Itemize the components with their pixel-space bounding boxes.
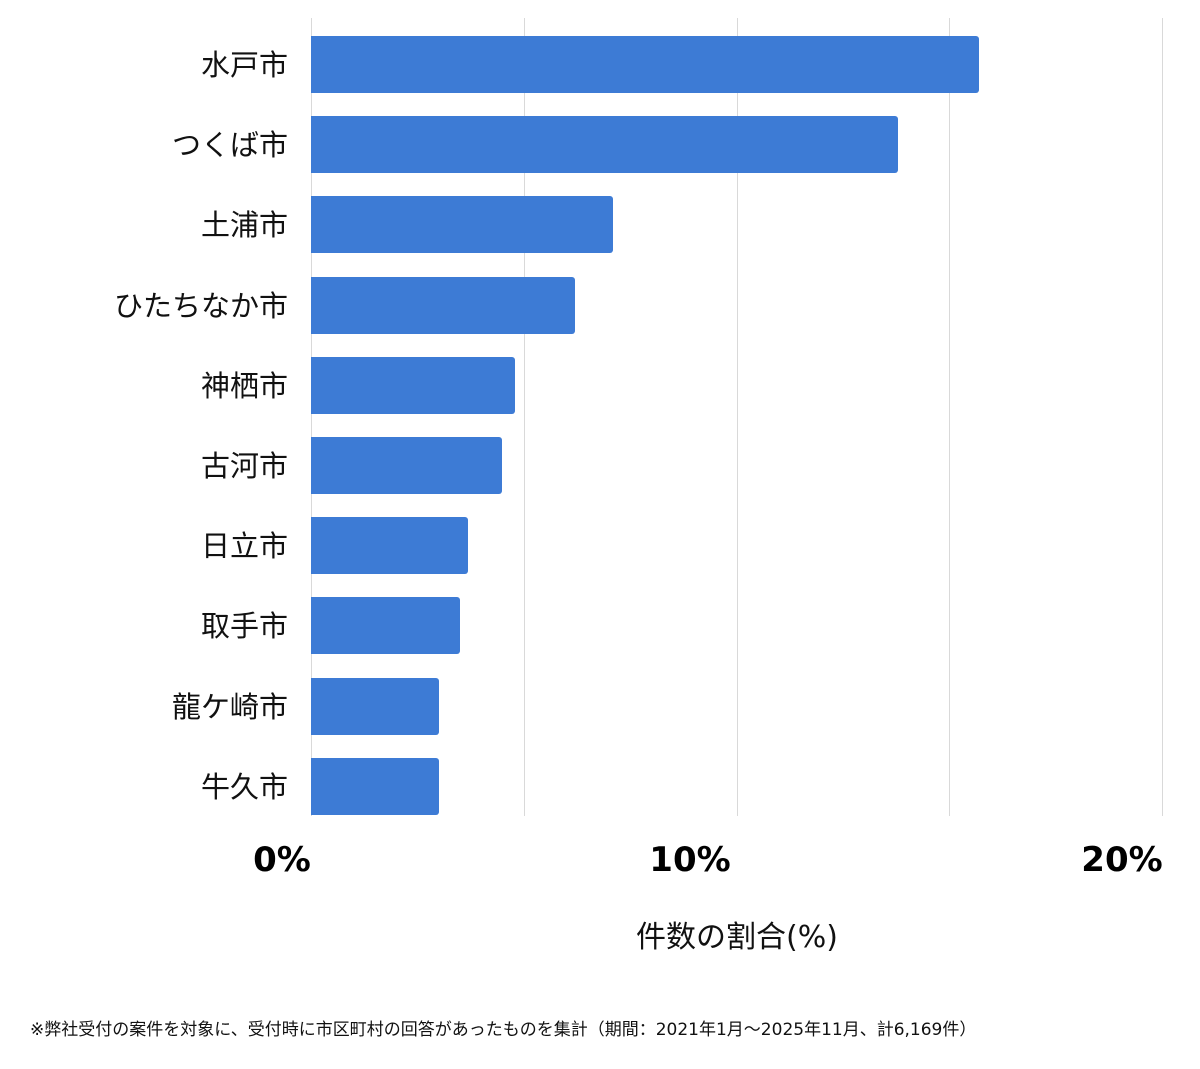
bar — [311, 276, 575, 334]
category-label: 神栖市 — [200, 368, 288, 403]
bar-row: 土浦市 — [0, 196, 1200, 254]
category-label: ひたちなか市 — [113, 288, 288, 323]
bar-row: ひたちなか市 — [0, 276, 1200, 335]
category-label: 牛久市 — [200, 769, 288, 804]
bar-row: 牛久市 — [0, 757, 1200, 816]
bar-row: 水戸市 — [0, 36, 1200, 94]
x-tick-20: 20% — [1081, 840, 1163, 880]
category-label: つくば市 — [171, 128, 288, 163]
gridline-5 — [524, 18, 525, 816]
bar-row: つくば市 — [0, 116, 1200, 174]
footnote: ※弊社受付の案件を対象に、受付時に市区町村の回答があったものを集計（期間：202… — [30, 1020, 977, 1040]
bar — [311, 437, 503, 494]
gridline-15 — [949, 18, 950, 816]
gridline-10 — [737, 18, 738, 816]
bar — [311, 517, 469, 575]
bar-row: 取手市 — [0, 597, 1200, 655]
category-label: 取手市 — [200, 609, 288, 644]
gridline-20 — [1162, 18, 1163, 816]
bar — [311, 116, 899, 174]
bar — [311, 36, 980, 93]
bar-row: 日立市 — [0, 517, 1200, 575]
bar-row: 神栖市 — [0, 356, 1200, 415]
bar — [311, 597, 460, 655]
x-tick-0: 0% — [253, 840, 311, 880]
bar-row: 古河市 — [0, 437, 1200, 495]
category-label: 日立市 — [200, 529, 288, 564]
category-label: 水戸市 — [200, 48, 288, 82]
bar — [311, 677, 439, 735]
bar-row: 龍ケ崎市 — [0, 677, 1200, 736]
bar — [311, 356, 516, 414]
category-label: 古河市 — [200, 449, 288, 483]
gridline-0 — [311, 18, 312, 816]
bar — [311, 196, 614, 254]
x-axis-label: 件数の割合(%) — [636, 920, 838, 955]
bar — [311, 757, 439, 815]
x-tick-10: 10% — [649, 840, 731, 880]
category-label: 龍ケ崎市 — [171, 689, 288, 724]
category-label: 土浦市 — [200, 208, 288, 243]
